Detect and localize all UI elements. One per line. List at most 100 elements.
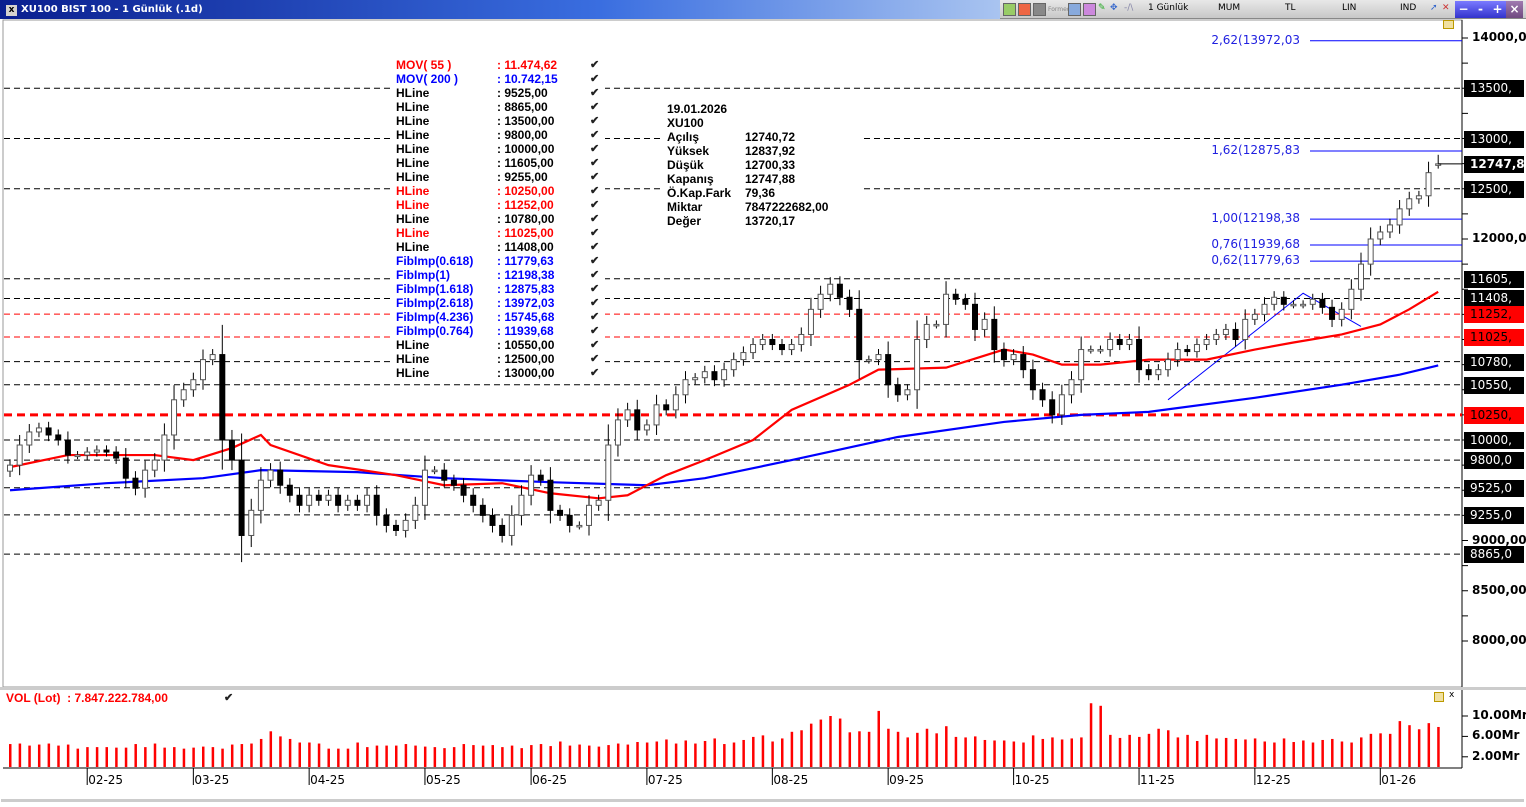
maximize-button[interactable]: + [1489,1,1506,18]
volume-bar [221,748,224,767]
candle [1020,346,1027,379]
candle-body [894,384,901,396]
check-icon[interactable]: ✔ [590,143,600,155]
tools-icon[interactable]: ✕ [1442,3,1450,13]
check-icon[interactable]: ✔ [590,199,600,211]
indicator-icon[interactable] [1003,3,1016,16]
check-icon[interactable]: ✔ [590,87,600,99]
volume-bar [645,742,649,767]
pencil-icon[interactable]: ✎ [1098,3,1106,13]
info-value: 12700,33 [745,158,796,172]
candle-body [190,379,197,391]
panel-options-icon[interactable] [1434,692,1444,702]
currency-selector[interactable]: TL [1285,3,1296,13]
candle [537,469,544,486]
move-icon[interactable]: ✥ [1110,3,1118,13]
candle [643,419,650,436]
check-icon[interactable]: ✔ [590,283,600,295]
hline-price-label: 13000, [1464,130,1524,148]
check-icon[interactable]: ✔ [590,157,600,169]
volume-bar [1340,741,1344,767]
volume-bar [433,747,437,767]
compare-icon[interactable] [1083,3,1096,16]
candle-body [1377,231,1384,240]
candle [807,297,814,347]
bottom-border [1,799,1524,802]
volume-bar [385,745,388,767]
candle-body [1338,308,1345,320]
check-icon[interactable]: ✔ [590,101,600,113]
legend-row: HLine: 9255,00 ✔ [390,170,605,184]
volume-bar [452,747,456,767]
check-icon[interactable]: ✔ [590,255,600,267]
check-icon[interactable]: ✔ [590,339,600,351]
formed-icon[interactable] [1033,3,1046,16]
check-icon[interactable]: ✔ [590,227,600,239]
check-icon[interactable]: ✔ [590,213,600,225]
scale-selector[interactable]: LIN [1342,3,1357,13]
wave-icon[interactable]: -/\ [1124,3,1134,13]
candle-body [257,479,264,511]
legend-value: : 9255,00 [497,170,548,184]
volume-bar [443,748,446,767]
candle [441,463,448,488]
candle-body [151,459,158,471]
check-icon[interactable]: ✔ [590,353,600,365]
candle-body [383,514,390,526]
check-icon[interactable]: ✔ [590,171,600,183]
hline-price-label: 13500, [1464,80,1524,98]
candle [962,293,969,310]
restore-button[interactable]: - [1472,1,1489,18]
volume-legend: VOL (Lot) : 7.847.222.784,00 ✔ [6,691,233,705]
candle-body [885,354,892,386]
volume-bar [288,738,292,767]
legend-name: HLine [396,156,430,170]
panel-close-icon[interactable]: x [1449,690,1455,700]
check-icon[interactable]: ✔ [590,185,600,197]
chart-type-selector[interactable]: MUM [1218,3,1241,13]
legend-value: : 12875,83 [497,282,555,296]
check-icon[interactable]: ✔ [590,73,600,85]
check-icon[interactable]: ✔ [590,241,600,253]
candle-body [788,344,795,351]
check-icon[interactable]: ✔ [590,325,600,337]
legend-row: HLine: 11408,00 ✔ [390,240,605,254]
volume-bar [626,744,630,767]
minimize-button[interactable]: − [1455,1,1472,18]
candle-body [1415,195,1422,200]
hline-price-label: 10550, [1464,376,1524,394]
check-icon[interactable]: ✔ [590,115,600,127]
candle-body [1097,349,1104,352]
legend-row: HLine: 11025,00 ✔ [390,226,605,240]
check-icon[interactable]: ✔ [224,692,234,704]
candle [836,276,843,306]
close-button[interactable]: × [1506,1,1523,18]
candle [1338,302,1345,327]
candle-body [1222,328,1229,335]
indicator-selector[interactable]: IND [1400,3,1417,13]
template-icon[interactable] [1018,3,1031,16]
info-row: Miktar 7847222682,00 [662,200,862,214]
candle-body [1029,369,1036,391]
check-icon[interactable]: ✔ [590,59,600,71]
candle [1107,332,1114,357]
formed-button[interactable]: Formed [1048,6,1071,13]
grid-icon[interactable] [1068,3,1081,16]
candle-body [1010,354,1017,361]
check-icon[interactable]: ✔ [590,311,600,323]
check-icon[interactable]: ✔ [590,367,600,379]
arrow-icon[interactable]: ➚ [1430,3,1438,13]
check-icon[interactable]: ✔ [590,269,600,281]
period-selector[interactable]: 1 Günlük [1148,3,1189,13]
volume-bar [520,748,523,767]
check-icon[interactable]: ✔ [590,297,600,309]
info-row: XU100 [662,116,862,130]
candle-body [1329,306,1336,320]
hline-price-label: 9255,0 [1464,506,1524,524]
close-chart-icon[interactable]: x [6,5,17,16]
check-icon[interactable]: ✔ [590,129,600,141]
panel-options-icon[interactable] [1443,20,1454,29]
candle-body [1174,349,1181,361]
volume-bar [983,739,987,767]
